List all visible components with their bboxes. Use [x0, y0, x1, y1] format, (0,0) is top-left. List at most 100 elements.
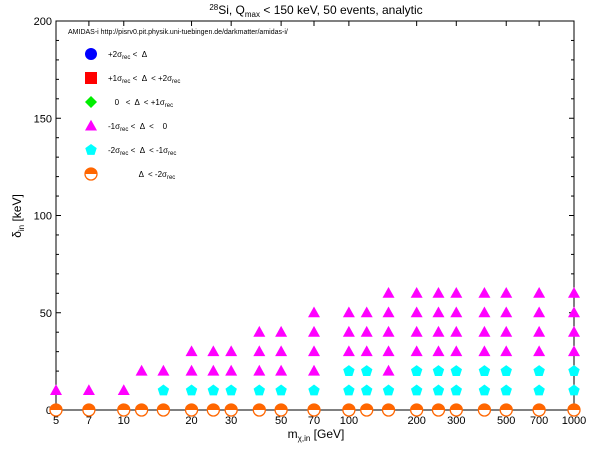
data-point-triangle: [382, 364, 395, 376]
data-point-triangle: [207, 345, 220, 357]
data-point-triangle: [225, 364, 238, 376]
data-point-triangle: [82, 384, 95, 396]
data-point-triangle: [253, 325, 266, 337]
data-point-triangle: [308, 306, 321, 318]
data-point-pentagon: [410, 365, 423, 376]
data-point-triangle: [432, 287, 445, 298]
data-point-half-circle: [184, 403, 199, 417]
data-point-pentagon: [533, 365, 545, 376]
legend-entry: +2σrec < Δ: [85, 48, 148, 61]
y-tick-label: 0: [46, 405, 52, 417]
data-points: [49, 287, 581, 417]
data-point-pentagon: [410, 384, 423, 396]
data-point-half-circle: [410, 403, 424, 417]
data-point-pentagon: [343, 365, 355, 376]
x-tick-label: 500: [497, 415, 515, 427]
data-point-triangle: [185, 364, 198, 376]
data-point-half-circle: [342, 403, 356, 417]
data-point-half-circle: [206, 403, 220, 417]
data-point-triangle: [500, 306, 513, 318]
series-s4-triangle: [50, 287, 580, 396]
data-point-triangle: [478, 306, 491, 318]
axes: 5 7 10 20 30 50 70 100 200 300 500 700 1000 0 50 100 150…: [34, 16, 587, 427]
data-point-triangle: [382, 345, 395, 357]
data-point-pentagon: [568, 365, 580, 376]
legend-label: 0 < Δ < +1σrec: [108, 98, 173, 109]
data-point-pentagon: [275, 384, 287, 396]
data-point-triangle: [360, 345, 373, 357]
data-point-triangle: [568, 306, 580, 318]
data-point-triangle: [410, 325, 423, 337]
data-point-half-circle: [274, 403, 288, 417]
legend-marker-diamond: [85, 96, 97, 108]
x-tick-label: 1000: [562, 415, 586, 427]
data-point-half-circle: [224, 403, 238, 417]
data-point-triangle: [360, 325, 373, 337]
data-point-triangle: [533, 345, 546, 357]
x-tick-label: 70: [308, 415, 320, 427]
legend-entry: Δ < -2σrec: [84, 167, 175, 181]
legend-label: +2σrec < Δ: [108, 50, 148, 61]
data-point-triangle: [308, 345, 321, 357]
x-tick-label: 30: [225, 415, 237, 427]
data-point-triangle: [185, 345, 198, 357]
y-tick-label: 100: [34, 211, 52, 223]
data-point-triangle: [478, 325, 491, 337]
data-point-half-circle: [360, 403, 374, 417]
data-point-pentagon: [207, 384, 220, 396]
data-point-triangle: [432, 306, 445, 318]
data-point-triangle: [568, 287, 580, 298]
data-point-triangle: [253, 345, 266, 357]
data-point-half-circle: [134, 403, 149, 417]
data-point-triangle: [500, 345, 513, 357]
x-tick-label: 20: [185, 415, 197, 427]
data-point-pentagon: [343, 384, 355, 396]
data-point-half-circle: [307, 403, 321, 417]
data-point-half-circle: [82, 403, 96, 417]
y-tick-label: 200: [34, 16, 52, 28]
x-tick-label: 7: [86, 415, 92, 427]
y-tick-label: 150: [34, 113, 52, 125]
data-point-pentagon: [500, 365, 512, 376]
data-point-pentagon: [253, 384, 266, 396]
x-tick-label: 700: [530, 415, 548, 427]
data-point-half-circle: [117, 403, 131, 417]
legend: +2σrec < Δ +1σrec < Δ < +2σrec 0 < Δ < +1…: [84, 48, 180, 181]
data-point-triangle: [50, 384, 62, 396]
data-point-pentagon: [500, 384, 512, 396]
chart-title: 28Si, Qmax < 150 keV, 50 events, analyti…: [209, 3, 422, 19]
data-point-triangle: [382, 325, 395, 337]
data-point-triangle: [432, 325, 445, 337]
data-point-pentagon: [308, 384, 320, 396]
x-tick-label: 5: [53, 415, 59, 427]
data-point-triangle: [533, 306, 546, 318]
legend-marker-pentagon: [85, 144, 97, 155]
data-point-pentagon: [361, 384, 373, 396]
data-point-triangle: [275, 325, 288, 337]
data-point-triangle: [533, 325, 546, 337]
data-point-pentagon: [157, 384, 170, 396]
data-point-triangle: [432, 345, 445, 357]
y-tick-label: 50: [40, 308, 52, 320]
y-axis-label: δin [keV]: [10, 194, 26, 238]
data-point-triangle: [410, 345, 423, 357]
legend-label: Δ < -2σrec: [108, 170, 175, 181]
data-point-triangle: [253, 364, 266, 376]
x-axis-label: mχ,in [GeV]: [288, 427, 345, 443]
data-point-triangle: [450, 325, 463, 337]
data-point-half-circle: [252, 403, 266, 417]
data-point-pentagon: [568, 384, 580, 396]
data-point-pentagon: [361, 365, 373, 376]
data-point-pentagon: [225, 384, 237, 396]
data-point-triangle: [478, 345, 491, 357]
legend-marker-square: [85, 72, 97, 84]
data-point-half-circle: [477, 403, 492, 417]
amidas-annotation: AMIDAS-i http://pisrv0.pit.physik.uni-tu…: [68, 29, 288, 36]
data-point-triangle: [275, 364, 288, 376]
data-point-half-circle: [156, 403, 171, 417]
data-point-triangle: [382, 306, 395, 318]
data-point-pentagon: [450, 365, 462, 376]
data-point-triangle: [410, 287, 423, 298]
legend-entry: -2σrec < Δ < -1σrec: [85, 144, 176, 157]
